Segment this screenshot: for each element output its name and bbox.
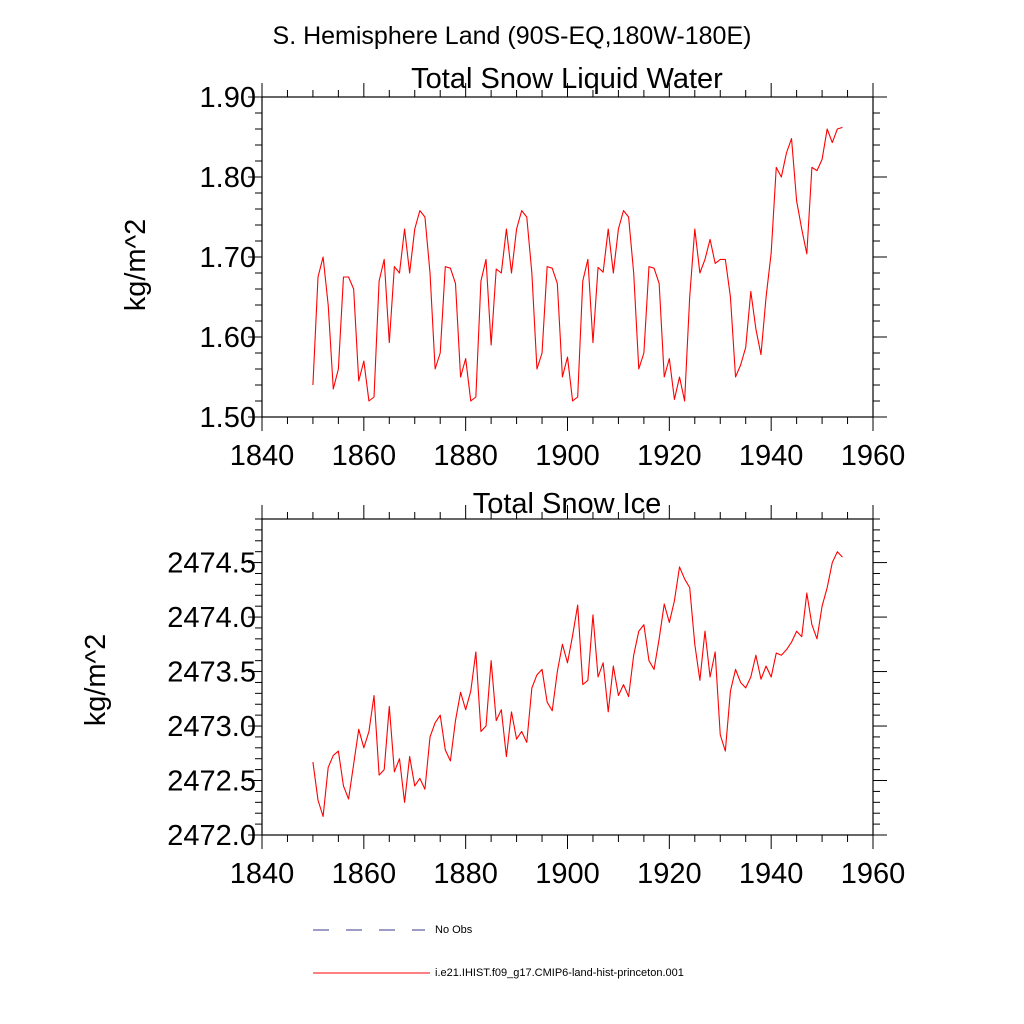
- chart-panel-snow-liquid-water: Total Snow Liquid Water kg/m^2 1840 1860 1…: [120, 63, 905, 472]
- axis-ticks: 1840 1860 1880 1900 1920 1940 1960 2472.0 2472.5…: [167, 505, 905, 890]
- data-series: [312, 551, 843, 818]
- axis-ticks: 1840 1860 1880 1900 1920 1940 1960 1.50 1.60 1.70…: [200, 82, 906, 472]
- x-tick-label: 1920: [637, 858, 702, 890]
- data-series: [312, 126, 843, 402]
- page-title: S. Hemisphere Land (90S-EQ,180W-180E): [273, 22, 752, 50]
- legend-label-no-obs: No Obs: [435, 924, 473, 936]
- y-tick-label: 2474.0: [167, 602, 256, 634]
- x-tick-label: 1960: [841, 858, 906, 890]
- y-tick-label: 2473.5: [167, 657, 256, 689]
- x-tick-label: 1900: [535, 440, 600, 472]
- y-tick-label: 1.70: [200, 242, 256, 274]
- y-tick-label: 1.60: [200, 322, 256, 354]
- series-line: [312, 126, 843, 402]
- y-axis-label: kg/m^2: [80, 634, 112, 727]
- x-tick-label: 1840: [230, 858, 295, 890]
- y-tick-label: 2473.0: [167, 711, 256, 743]
- y-tick-label: 2472.5: [167, 766, 256, 798]
- x-tick-label: 1940: [739, 858, 804, 890]
- plot-frame: [261, 518, 874, 836]
- x-tick-label: 1860: [332, 440, 397, 472]
- y-tick-label: 1.50: [200, 402, 256, 434]
- y-tick-label: 2472.0: [167, 820, 256, 852]
- x-tick-label: 1860: [332, 858, 397, 890]
- legend: No Obs i.e21.IHIST.f09_g17.CMIP6-land-hi…: [313, 924, 684, 979]
- x-tick-label: 1880: [433, 440, 498, 472]
- x-tick-label: 1840: [230, 440, 295, 472]
- y-axis-label: kg/m^2: [120, 219, 152, 312]
- y-tick-label: 1.80: [200, 162, 256, 194]
- series-line: [312, 551, 843, 818]
- x-tick-label: 1880: [433, 858, 498, 890]
- x-tick-label: 1940: [739, 440, 804, 472]
- y-tick-label: 2474.5: [167, 548, 256, 580]
- legend-label-model: i.e21.IHIST.f09_g17.CMIP6-land-hist-prin…: [435, 967, 684, 979]
- x-tick-label: 1960: [841, 440, 906, 472]
- plot-frame: [261, 96, 874, 418]
- chart-panel-snow-ice: Total Snow Ice kg/m^2 1840 1860 1880 1900 19…: [80, 488, 905, 890]
- x-tick-label: 1900: [535, 858, 600, 890]
- y-tick-label: 1.90: [200, 82, 256, 114]
- x-tick-label: 1920: [637, 440, 702, 472]
